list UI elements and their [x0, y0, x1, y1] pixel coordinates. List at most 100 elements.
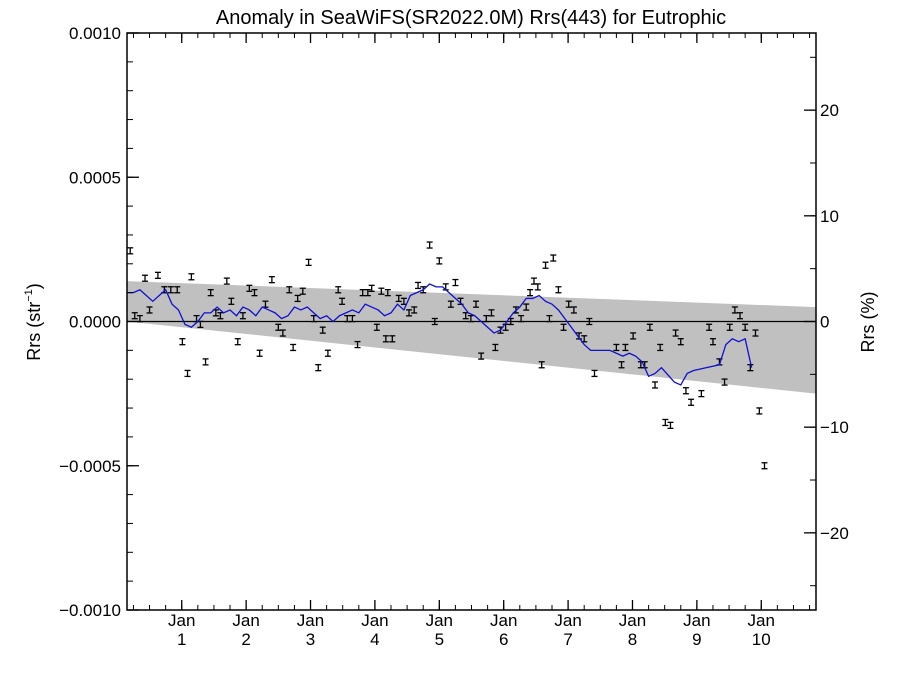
data-point — [737, 312, 744, 320]
data-point — [349, 314, 356, 323]
data-point — [731, 306, 738, 314]
plot-area — [126, 32, 817, 611]
left-axis-label-superscript: −1 — [23, 289, 35, 302]
data-point — [618, 361, 625, 369]
data-point — [131, 312, 138, 320]
x-tick-year: 1 — [177, 630, 186, 649]
data-point — [228, 297, 235, 305]
right-tick-label: −20 — [820, 524, 849, 543]
x-tick-year: 5 — [435, 630, 444, 649]
data-point — [667, 421, 674, 430]
data-point — [279, 329, 286, 337]
data-point — [657, 343, 664, 352]
left-axis-label-close: ) — [24, 283, 44, 289]
data-point — [389, 335, 396, 343]
data-point — [560, 323, 567, 331]
data-point — [154, 271, 161, 279]
data-point — [378, 287, 385, 295]
data-point — [630, 332, 637, 340]
data-point — [268, 276, 275, 284]
data-point — [677, 338, 684, 346]
data-point — [251, 288, 258, 297]
data-point — [542, 261, 549, 269]
data-point — [682, 387, 689, 395]
data-point — [188, 273, 195, 281]
data-point — [523, 303, 530, 311]
x-tick-year: 10 — [752, 630, 771, 649]
running-mean-line — [127, 283, 753, 386]
data-point — [752, 329, 759, 337]
data-point — [315, 364, 322, 372]
data-point — [146, 306, 153, 314]
data-point — [527, 288, 534, 297]
data-point — [202, 358, 209, 366]
data-point — [174, 286, 181, 294]
data-point — [359, 288, 366, 297]
data-point — [483, 314, 490, 323]
left-tick-label: −0.0005 — [59, 457, 121, 476]
data-point — [742, 323, 749, 331]
data-point — [415, 281, 422, 290]
data-point — [184, 369, 191, 378]
x-tick-year: 7 — [563, 630, 572, 649]
data-point — [591, 369, 598, 378]
data-point — [127, 247, 134, 255]
data-point — [384, 288, 391, 297]
data-point — [290, 343, 297, 352]
data-point — [452, 278, 459, 287]
x-tick-month: Jan — [426, 611, 453, 630]
x-tick-year: 8 — [628, 630, 637, 649]
data-point — [473, 300, 480, 308]
data-point — [698, 389, 705, 398]
x-tick-month: Jan — [232, 611, 259, 630]
right-y-axis: 20 10 0 −10 −20 — [804, 56, 849, 587]
data-point — [223, 277, 230, 285]
data-point — [492, 343, 499, 352]
right-axis-label: Rrs (%) — [858, 292, 878, 353]
left-axis-label-main: Rrs (str — [24, 302, 44, 361]
right-tick-label: 20 — [820, 101, 839, 120]
data-point — [395, 294, 402, 303]
left-tick-label: 0.0005 — [69, 168, 121, 187]
x-tick-month: Jan — [683, 611, 710, 630]
data-point — [756, 407, 763, 415]
data-point — [672, 329, 679, 337]
data-point — [239, 312, 246, 320]
data-point — [344, 314, 351, 323]
data-point — [622, 343, 629, 352]
x-tick-month: Jan — [748, 611, 775, 630]
data-point — [570, 306, 577, 314]
data-point — [546, 314, 553, 323]
data-point — [688, 398, 695, 406]
right-tick-label: −10 — [820, 418, 849, 437]
data-point — [411, 306, 418, 314]
data-point — [406, 309, 413, 317]
data-point — [586, 317, 593, 326]
data-point — [436, 257, 443, 265]
x-tick-month: Jan — [619, 611, 646, 630]
x-tick-year: 3 — [306, 630, 315, 649]
data-point — [431, 317, 438, 326]
x-axis: Jan1Jan2Jan3Jan4Jan5Jan6Jan7Jan8Jan9Jan1… — [132, 33, 811, 649]
data-point — [534, 283, 541, 291]
right-tick-label: 10 — [820, 207, 839, 226]
data-point — [324, 349, 331, 357]
x-tick-month: Jan — [554, 611, 581, 630]
data-point — [426, 241, 433, 249]
left-y-axis: 0.0010 0.0005 0.0000 −0.0005 −0.0010 — [59, 24, 139, 620]
left-tick-label: 0.0010 — [69, 24, 121, 43]
data-point — [761, 462, 768, 470]
data-point — [207, 288, 214, 297]
data-point — [706, 323, 713, 331]
data-point — [555, 286, 562, 294]
data-point — [721, 378, 728, 386]
data-point — [294, 294, 301, 303]
data-point — [550, 254, 557, 262]
data-point — [662, 418, 669, 427]
right-tick-label: 0 — [820, 313, 829, 332]
data-point — [217, 312, 224, 320]
left-axis-label: Rrs (str−1) — [23, 283, 44, 361]
data-point — [382, 335, 389, 343]
x-tick-month: Jan — [168, 611, 195, 630]
